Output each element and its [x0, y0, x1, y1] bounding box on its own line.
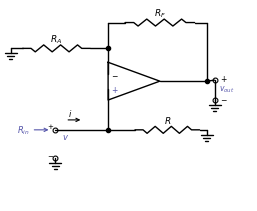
Text: $i$: $i$ — [68, 108, 72, 119]
Text: $+$: $+$ — [111, 85, 119, 95]
Text: $-$: $-$ — [47, 152, 54, 158]
Text: $-$: $-$ — [219, 95, 227, 104]
Text: $R_A$: $R_A$ — [50, 33, 62, 46]
Text: $R_{in}$: $R_{in}$ — [17, 124, 30, 137]
Text: $v_{out}$: $v_{out}$ — [218, 85, 234, 95]
Text: $R_F$: $R_F$ — [154, 7, 166, 20]
Text: $+$: $+$ — [47, 122, 54, 131]
Text: $v$: $v$ — [62, 133, 69, 142]
Text: $R$: $R$ — [164, 115, 171, 126]
Text: $+$: $+$ — [219, 74, 227, 84]
Text: $-$: $-$ — [111, 70, 119, 79]
